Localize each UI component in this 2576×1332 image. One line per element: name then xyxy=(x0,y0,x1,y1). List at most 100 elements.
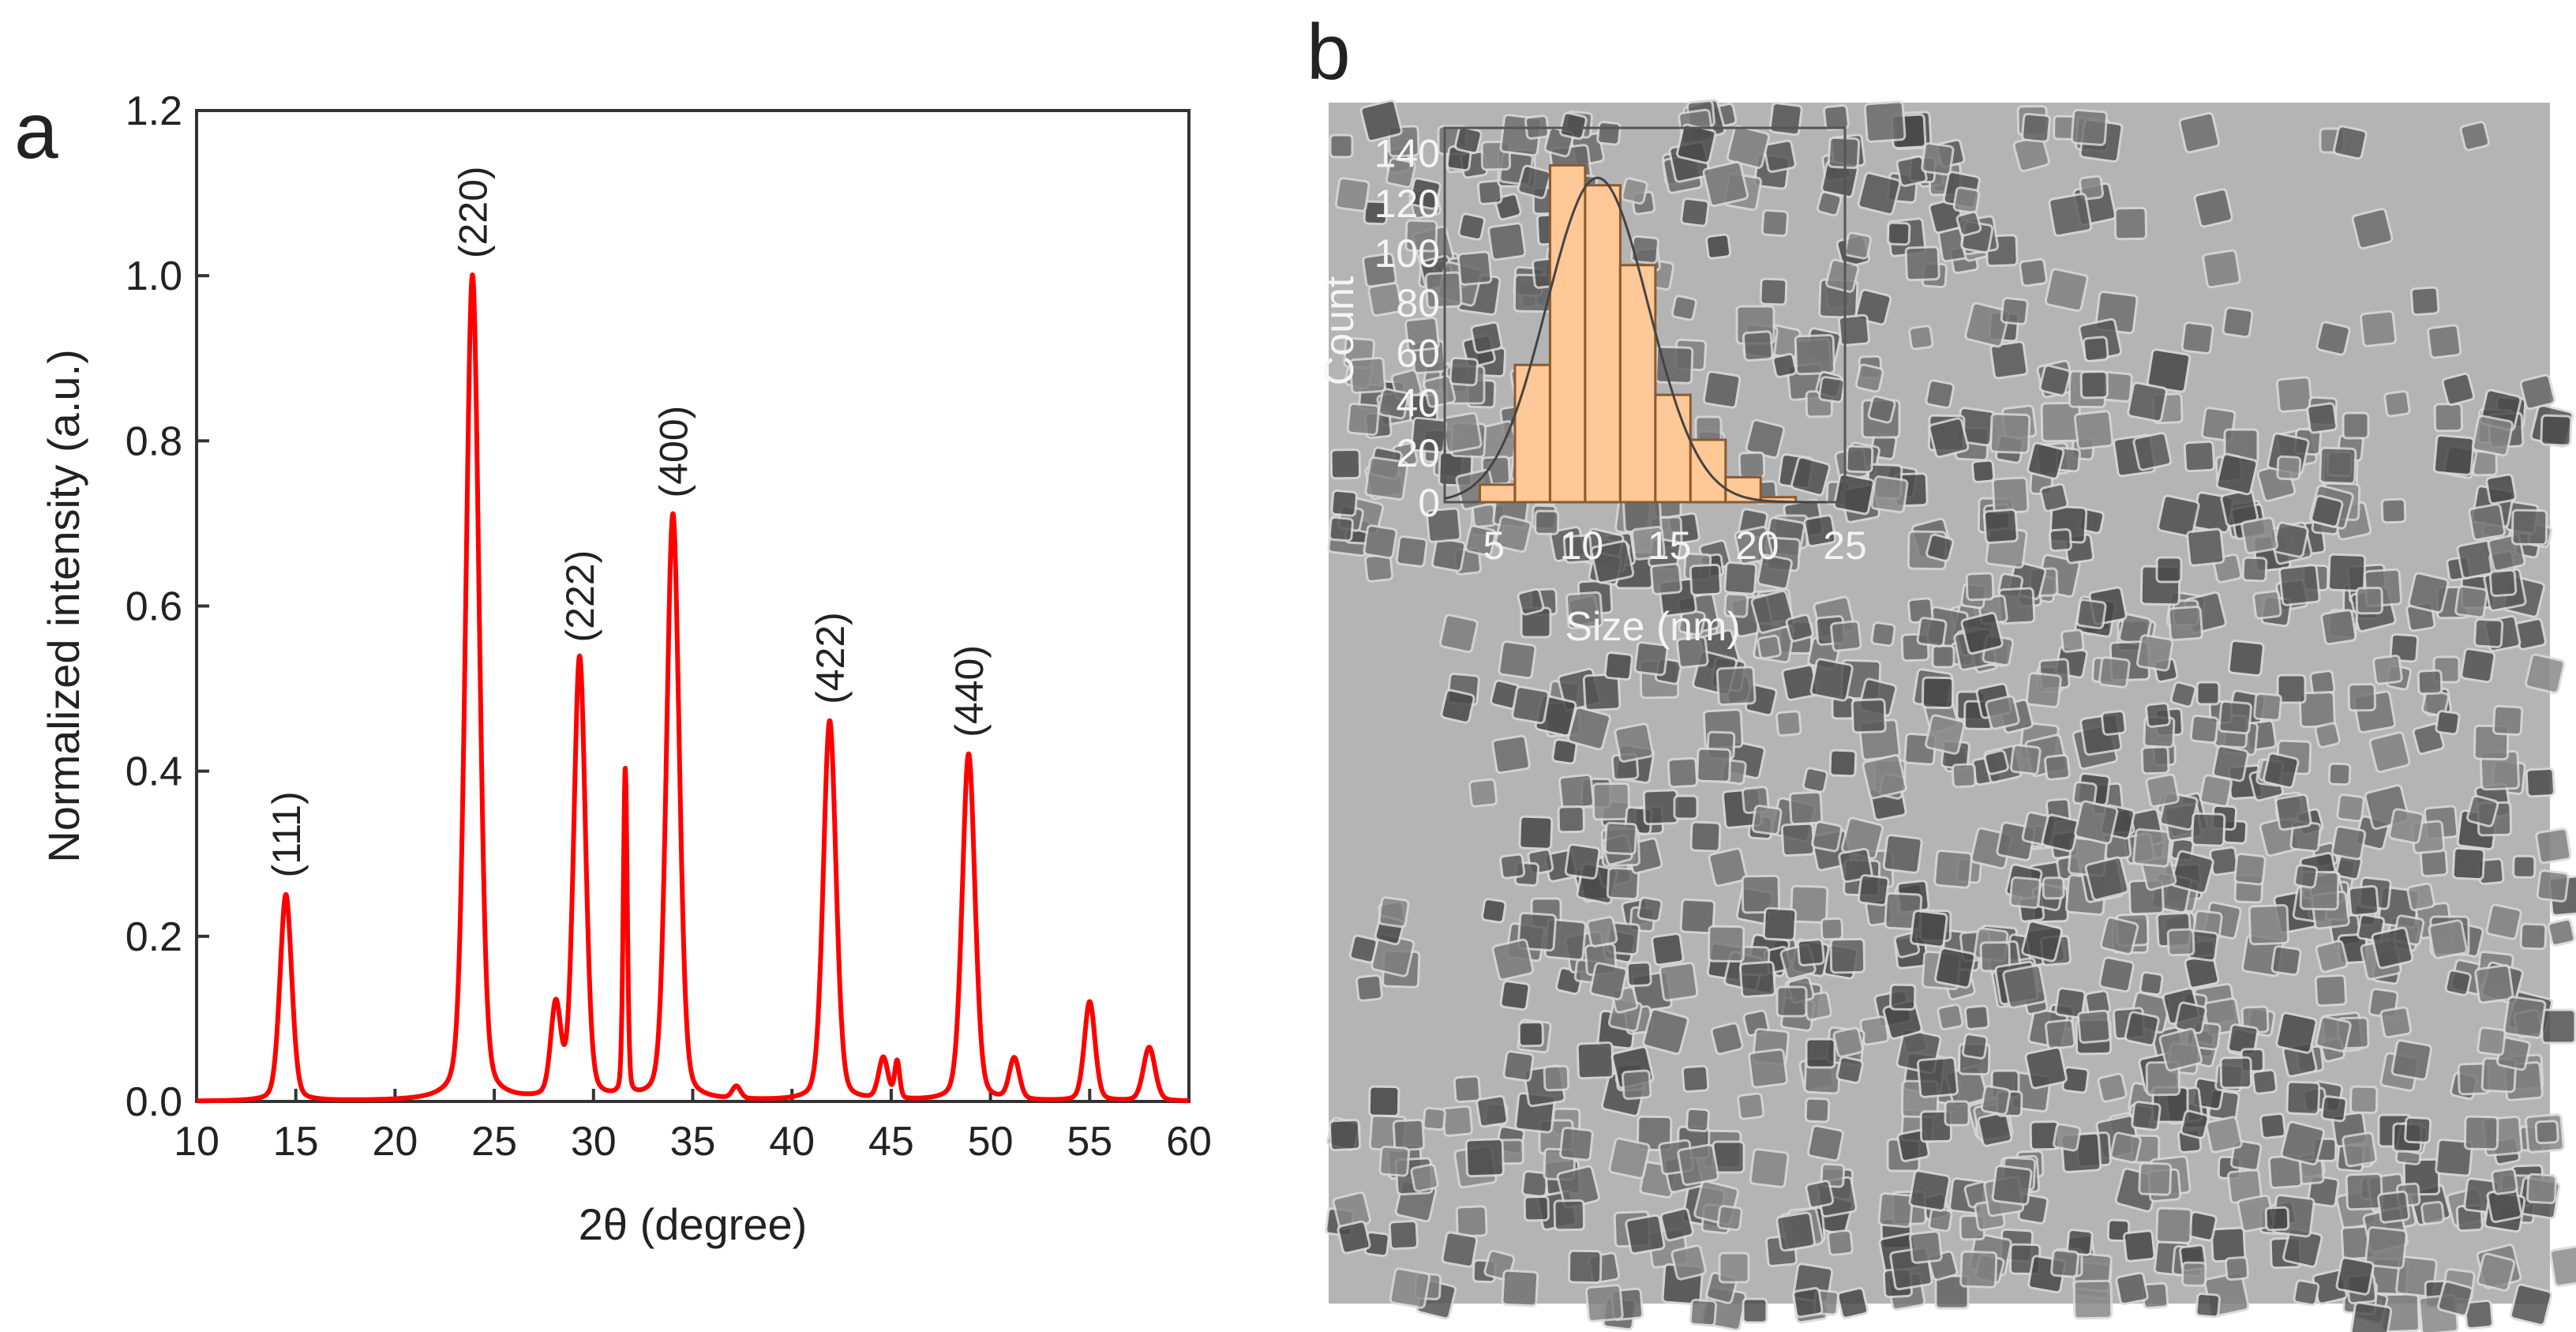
x-axis-label: 2θ (degree) xyxy=(579,1199,808,1249)
nanoparticle xyxy=(2441,372,2476,407)
y-tick-label: 0.6 xyxy=(126,584,182,630)
nanoparticle xyxy=(2519,373,2556,411)
nanoparticle xyxy=(1423,374,1457,408)
nanoparticle xyxy=(2342,411,2370,440)
nanoparticle xyxy=(1362,252,1397,288)
nanoparticle xyxy=(2180,321,2214,355)
nanoparticle xyxy=(1965,572,1995,602)
x-tick-label: 20 xyxy=(372,1119,418,1165)
nanoparticle xyxy=(2048,193,2093,237)
nanoparticle xyxy=(2535,827,2572,865)
nanoparticle xyxy=(1835,1056,1864,1084)
x-tick-label: 40 xyxy=(769,1119,815,1165)
nanoparticle xyxy=(2492,704,2524,737)
nanoparticle xyxy=(1603,651,1633,681)
y-tick-label: 0.2 xyxy=(126,914,182,960)
nanoparticle xyxy=(1961,1033,1989,1060)
nanoparticle xyxy=(2372,655,2403,685)
nanoparticle xyxy=(2227,639,2265,677)
nanoparticle xyxy=(2079,370,2109,400)
nanoparticle xyxy=(2276,674,2307,704)
nanoparticle xyxy=(2044,1019,2076,1050)
nanoparticle xyxy=(1751,805,1783,836)
nanoparticle xyxy=(1637,896,1663,922)
nanoparticle xyxy=(2044,268,2089,313)
nanoparticle xyxy=(1836,1287,1869,1319)
nanoparticle xyxy=(2181,1261,2207,1287)
nanoparticle xyxy=(1355,974,1383,1002)
nanoparticle xyxy=(2314,974,2348,1007)
nanoparticle xyxy=(2364,1225,2408,1270)
nanoparticle xyxy=(1559,1126,1594,1161)
nanoparticle xyxy=(2319,446,2357,485)
nanoparticle xyxy=(2195,681,2221,706)
nanoparticle xyxy=(1867,395,1896,424)
size-histogram-inset: 5 10 15 20 25 0 20 40 60 80 100 120 140 Size (nm) Coun… xyxy=(1317,126,1867,650)
nanoparticle xyxy=(1680,197,1710,227)
nanoparticle xyxy=(1476,179,1503,205)
nanoparticle xyxy=(1707,925,1745,963)
nanoparticle xyxy=(2390,1039,2433,1081)
nanoparticle xyxy=(2202,249,2241,289)
nanoparticle xyxy=(2189,714,2219,745)
nanoparticle xyxy=(2451,846,2486,881)
nanoparticle xyxy=(2509,1283,2553,1326)
nanoparticle xyxy=(2420,1200,2445,1225)
nanoparticle xyxy=(2122,1229,2156,1263)
nanoparticle xyxy=(1989,340,2029,380)
nanoparticle xyxy=(2336,794,2365,823)
nanoparticle xyxy=(1651,932,1685,966)
nanoparticle xyxy=(1772,353,1798,379)
nanoparticle xyxy=(1809,658,1854,702)
nanoparticle xyxy=(1389,1267,1431,1309)
nanoparticle xyxy=(1410,1163,1439,1193)
nanoparticle xyxy=(1518,815,1554,850)
nanoparticle xyxy=(2219,1056,2253,1090)
nanoparticle xyxy=(2471,415,2514,457)
nanoparticle xyxy=(1367,1085,1400,1118)
peak-label-111: (111) xyxy=(264,791,309,877)
nanoparticle xyxy=(1977,1111,2013,1147)
nanoparticle xyxy=(2113,206,2148,241)
nanoparticle xyxy=(1857,171,1902,216)
nanoparticle xyxy=(2264,1206,2290,1232)
nanoparticle xyxy=(2042,876,2065,900)
nanoparticle xyxy=(2054,987,2087,1019)
nanoparticle xyxy=(2274,793,2312,831)
nanoparticle xyxy=(2259,1112,2286,1139)
nanoparticle xyxy=(1558,773,1595,810)
nanoparticle xyxy=(2098,956,2135,993)
nanoparticle xyxy=(2315,1015,2352,1052)
nanoparticle xyxy=(1378,1145,1411,1177)
nanoparticle xyxy=(1829,620,1862,652)
nanoparticle xyxy=(1749,1148,1790,1188)
nanoparticle xyxy=(2380,497,2407,524)
nanoparticle xyxy=(1329,133,1354,159)
nanoparticle xyxy=(2145,773,2180,808)
nanoparticle xyxy=(1608,1137,1651,1180)
nanoparticle xyxy=(1933,947,1976,989)
nanoparticle xyxy=(2525,767,2555,798)
nanoparticle xyxy=(1794,333,1835,376)
nanoparticle xyxy=(2024,1046,2068,1090)
nanoparticle xyxy=(2021,920,2064,962)
nanoparticle xyxy=(1681,1064,1710,1094)
nanoparticle xyxy=(1933,849,1973,889)
nanoparticle xyxy=(1963,1004,1990,1030)
nanoparticle xyxy=(2240,516,2279,555)
inset-x-axis-label: Size (nm) xyxy=(1565,604,1740,650)
nanoparticle xyxy=(1642,789,1679,826)
nanoparticle xyxy=(2048,528,2072,553)
nanoparticle xyxy=(2019,257,2048,287)
nanoparticle xyxy=(1757,634,1782,660)
nanoparticle xyxy=(2525,653,2566,694)
nanoparticle xyxy=(2009,744,2042,775)
nanoparticle xyxy=(1748,1048,1788,1089)
nanoparticle xyxy=(2389,632,2420,663)
nanoparticle xyxy=(1803,514,1837,548)
nanoparticle xyxy=(2315,321,2351,356)
nanoparticle xyxy=(1702,370,1742,409)
nanoparticle xyxy=(2097,1072,2128,1103)
nanoparticle xyxy=(1723,592,1749,618)
nanoparticle xyxy=(1944,1100,1970,1127)
